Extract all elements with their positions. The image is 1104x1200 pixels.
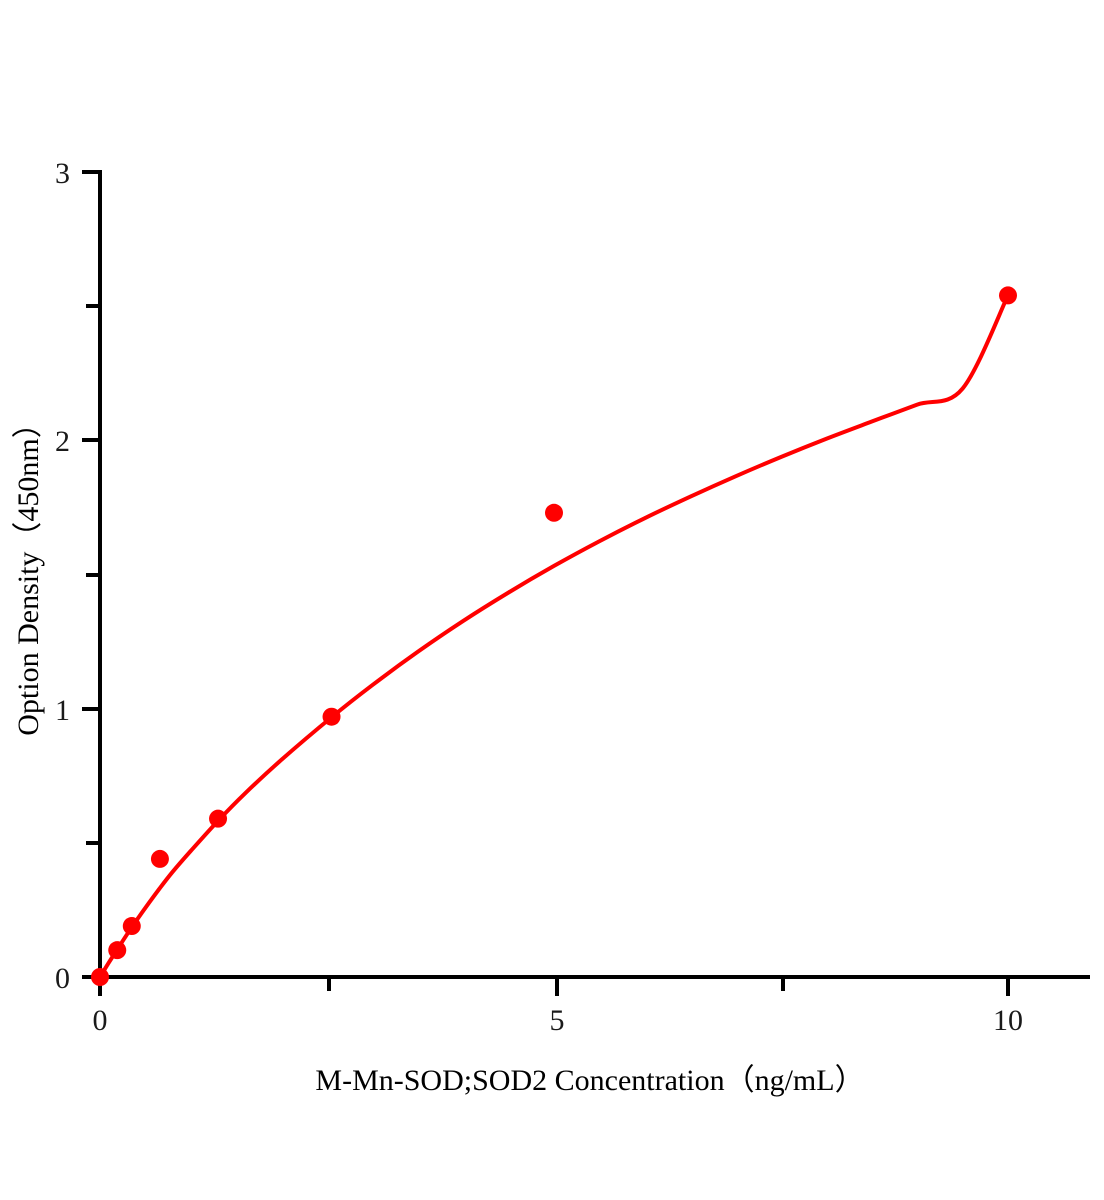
data-point-marker bbox=[91, 968, 109, 986]
x-axis-title: M-Mn-SOD;SOD2 Concentration（ng/mL） bbox=[315, 1064, 864, 1097]
standard-curve-line bbox=[98, 293, 1010, 979]
x-tick-label-5: 5 bbox=[550, 1004, 565, 1037]
data-point-marker bbox=[108, 941, 127, 960]
y-tick-labels: 0 1 2 3 bbox=[55, 157, 70, 995]
y-tick-group bbox=[82, 170, 100, 979]
data-point-marker bbox=[999, 286, 1017, 305]
axis-group bbox=[84, 170, 1090, 993]
y-tick-label-0: 0 bbox=[55, 962, 70, 995]
data-point-marker bbox=[209, 809, 228, 828]
x-tick-group bbox=[98, 977, 1010, 996]
y-tick-label-1: 1 bbox=[55, 694, 70, 727]
x-tick-label-10: 10 bbox=[993, 1004, 1023, 1037]
y-axis-title: Option Density（450nm） bbox=[12, 408, 45, 736]
data-point-marker bbox=[322, 707, 341, 726]
data-point-marker bbox=[545, 503, 563, 522]
data-point-marker bbox=[150, 849, 169, 868]
data-point-marker bbox=[122, 917, 141, 936]
x-tick-label-0: 0 bbox=[93, 1004, 108, 1037]
y-tick-label-3: 3 bbox=[55, 157, 70, 190]
y-tick-label-2: 2 bbox=[55, 425, 70, 458]
x-tick-labels: 0 5 10 bbox=[93, 1004, 1024, 1037]
data-point-group bbox=[91, 286, 1017, 986]
